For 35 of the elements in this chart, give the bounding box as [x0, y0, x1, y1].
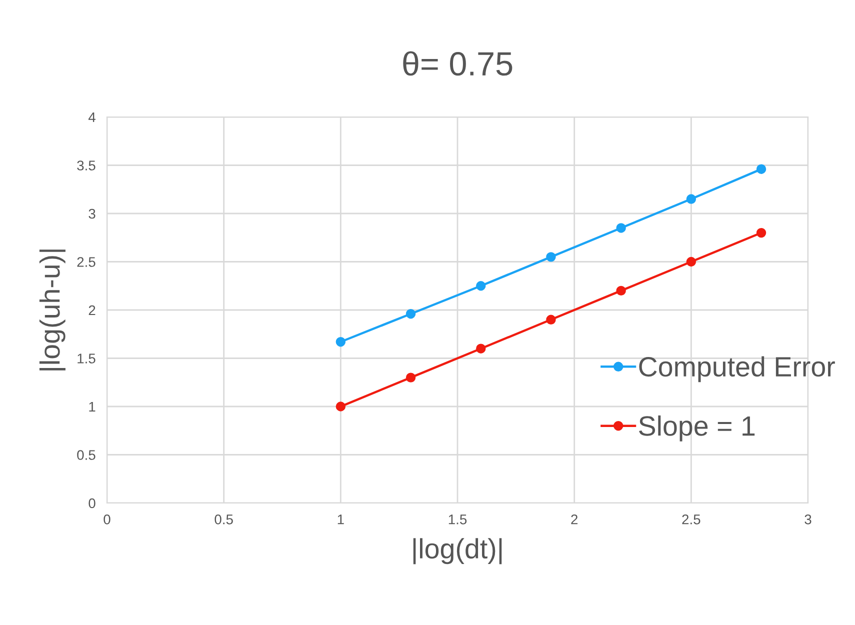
point	[546, 314, 556, 325]
chart-title: θ= 0.75	[403, 51, 512, 76]
x-tick-label: 0.5	[214, 514, 233, 524]
point	[406, 309, 416, 319]
point	[406, 372, 416, 382]
y-tick-label: 4	[88, 112, 96, 122]
legend-label: Computed Error	[639, 356, 835, 382]
y-tick-label: 2	[88, 305, 96, 316]
x-tick-label: 1.5	[448, 514, 467, 524]
point	[616, 286, 626, 296]
x-tick-label: 0	[104, 514, 110, 524]
y-tick-label: 3.5	[77, 160, 96, 170]
y-tick-label: 1	[89, 402, 96, 412]
point	[476, 281, 486, 291]
y-tick-label: 2.5	[77, 257, 96, 267]
x-tick-label: 2	[571, 514, 578, 524]
point	[546, 252, 556, 262]
x-tick-label: 3	[804, 514, 812, 524]
y-tick-label: 0.5	[77, 450, 96, 460]
point	[686, 194, 696, 204]
x-tick-label: 1	[338, 514, 344, 524]
legend-label: Slope = 1	[639, 415, 755, 442]
point	[756, 164, 766, 174]
point	[476, 344, 486, 354]
x-axis-title: |log(dt)|	[413, 538, 502, 564]
y-tick-label: 3	[88, 208, 96, 219]
point	[616, 223, 626, 233]
y-tick-label: 0	[88, 498, 96, 508]
point	[336, 336, 346, 347]
y-axis-title: |log(uh-u)|	[39, 250, 66, 370]
point	[756, 228, 766, 238]
y-tick-label: 1.5	[78, 354, 96, 364]
point	[686, 256, 696, 267]
point	[336, 402, 346, 412]
x-tick-label: 2.5	[682, 514, 700, 524]
